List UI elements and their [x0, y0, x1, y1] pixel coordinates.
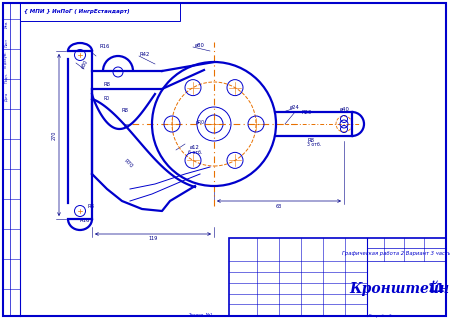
- Text: R42: R42: [140, 51, 150, 56]
- Text: N докум.: N докум.: [4, 52, 9, 68]
- Text: ø30: ø30: [80, 59, 89, 69]
- Text: 3 отб.: 3 отб.: [307, 143, 321, 147]
- Text: Дата: Дата: [4, 92, 9, 100]
- Text: R20: R20: [302, 109, 312, 115]
- Text: Изм.: Изм.: [4, 20, 9, 28]
- Text: Разрабо. 3: Разрабо. 3: [369, 314, 392, 317]
- Text: R8: R8: [104, 83, 111, 87]
- Bar: [229, 238, 446, 316]
- Text: R8: R8: [88, 204, 95, 210]
- Text: R8: R8: [307, 138, 314, 144]
- Text: Кронштейн: Кронштейн: [349, 280, 449, 296]
- Text: R16: R16: [100, 44, 110, 49]
- Text: R0: R0: [104, 97, 110, 101]
- Text: 270: 270: [51, 130, 57, 140]
- Text: R70: R70: [122, 159, 134, 169]
- Text: ø80: ø80: [195, 42, 205, 48]
- Text: R16: R16: [80, 218, 90, 222]
- Text: 119: 119: [148, 236, 157, 241]
- Text: R8: R8: [122, 108, 129, 114]
- Text: Лист: Лист: [4, 37, 9, 47]
- Text: 6 отб.: 6 отб.: [188, 150, 202, 154]
- Text: Технол. №1: Технол. №1: [188, 314, 212, 317]
- Text: ø40: ø40: [340, 107, 350, 112]
- Bar: [20, 3, 180, 21]
- Text: øR0: øR0: [195, 120, 204, 124]
- Text: 63: 63: [276, 204, 282, 209]
- Text: R0: R0: [123, 123, 129, 129]
- Text: 11: 11: [427, 281, 445, 294]
- Text: ø24: ø24: [290, 105, 300, 109]
- Text: ø12: ø12: [190, 145, 200, 150]
- Text: Подп.: Подп.: [4, 72, 9, 84]
- Text: Графическая работа 2 Вариант 3 часть 2: Графическая работа 2 Вариант 3 часть 2: [342, 251, 450, 256]
- Text: { МПИ } ИнПоГ ( ИнгрЕстандарт): { МПИ } ИнПоГ ( ИнгрЕстандарт): [24, 10, 130, 14]
